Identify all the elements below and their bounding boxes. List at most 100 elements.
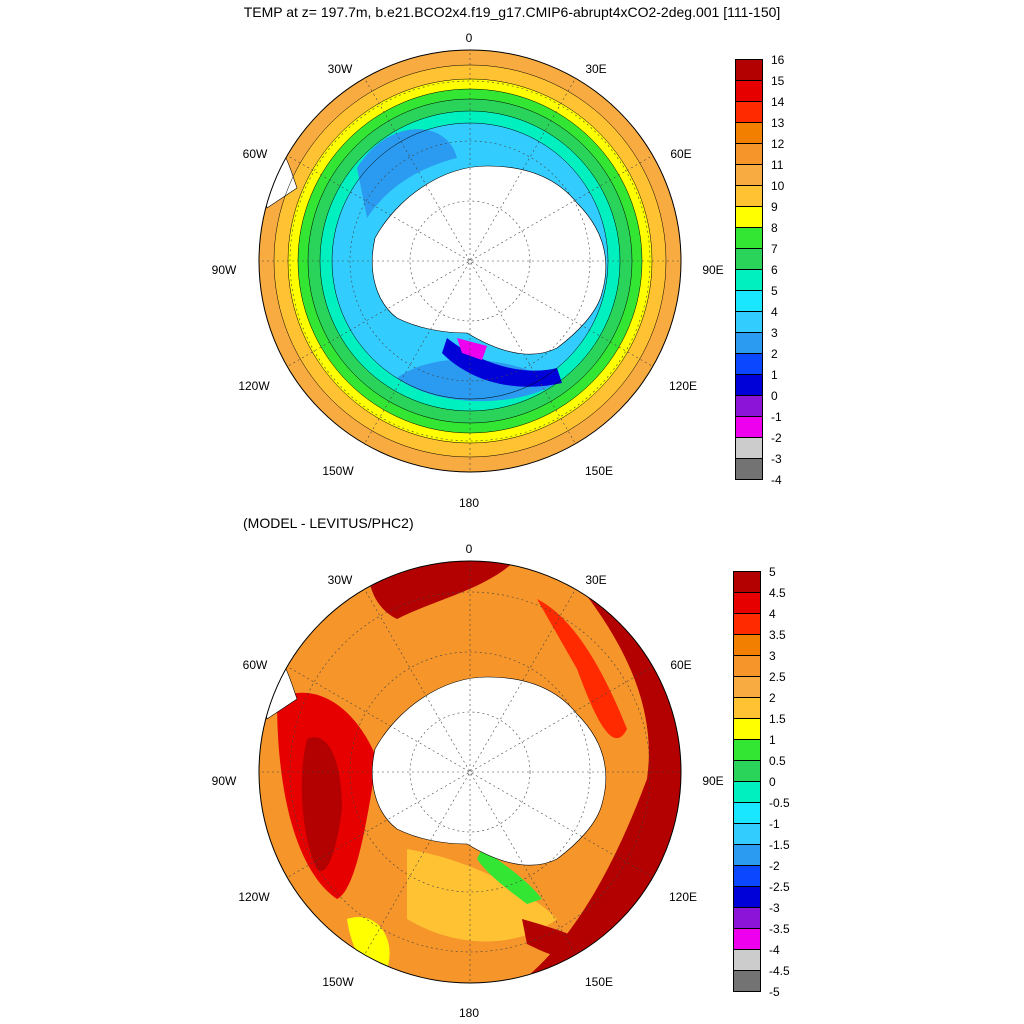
colorbar-swatch [733, 949, 761, 971]
colorbar-swatch [733, 844, 761, 866]
colorbar-swatch [733, 676, 761, 698]
colorbar-tick-label: -0.5 [769, 796, 790, 810]
cold-shelf-ross [442, 338, 562, 387]
graticule-lines [259, 561, 681, 983]
colorbar-swatch [735, 416, 763, 438]
colorbar-tick-label: 0 [769, 775, 776, 789]
colorbar-swatch [733, 865, 761, 887]
colorbar-swatch [733, 739, 761, 761]
cool-anomaly-shelf [477, 849, 542, 904]
temperature-colorbar: 16 15 14 13 12 11 10 9 8 7 6 5 4 3 2 1 0 -1 -2 -3 -4 [735, 53, 784, 487]
colorbar-swatch [733, 760, 761, 782]
colorbar-tick-label: 4 [769, 607, 776, 621]
colorbar-swatch [735, 59, 763, 81]
colorbar-swatch [735, 206, 763, 228]
colorbar-tick-label: 5 [769, 565, 776, 579]
colorbar-swatch [735, 458, 763, 480]
colorbar-swatch [735, 290, 763, 312]
colorbar-tick-label: 11 [771, 158, 784, 172]
colorbar-swatch [733, 928, 761, 950]
colorbar-tick-label: 4.5 [769, 586, 786, 600]
colorbar-tick-label: 3 [771, 326, 778, 340]
difference-colorbar: 5 4.5 4 3.5 3 2.5 2 1.5 1 0.5 0 -0.5 -1 -1.5 -2 -2.5 -3 -… [733, 565, 790, 999]
colorbar-tick-label: -2 [769, 859, 780, 873]
colorbar-tick-label: 3 [769, 649, 776, 663]
colorbar-swatch [733, 592, 761, 614]
colorbar-swatch [735, 353, 763, 375]
colorbar-swatch [735, 80, 763, 102]
lon-label-30e: 30E [585, 573, 607, 587]
colorbar-swatch [733, 634, 761, 656]
lon-label-90w: 90W [211, 774, 237, 788]
lon-label-150w: 150W [322, 975, 354, 989]
colorbar-tick-label: 0.5 [769, 754, 786, 768]
colorbar-tick-label: -3 [771, 452, 782, 466]
colorbar-tick-label: -1 [769, 817, 780, 831]
colorbar-swatch [733, 907, 761, 929]
colorbar-tick-label: 4 [771, 305, 778, 319]
lon-label-90w: 90W [211, 263, 237, 277]
colorbar-tick-label: 13 [771, 116, 785, 130]
coldest-patch [457, 338, 487, 360]
colorbar-tick-label: 15 [771, 74, 785, 88]
lon-label-90e: 90E [702, 774, 724, 788]
colorbar-swatch [735, 374, 763, 396]
colorbar-tick-label: 6 [771, 263, 778, 277]
plot-title: TEMP at z= 197.7m, b.e21.BCO2x4.f19_g17.… [243, 4, 781, 20]
colorbar-swatch [735, 101, 763, 123]
colorbar-tick-label: 1 [769, 733, 776, 747]
lon-label-150e: 150E [584, 464, 614, 478]
lon-label-120e: 120E [668, 890, 698, 904]
colorbar-swatch [735, 311, 763, 333]
lon-label-60e: 60E [670, 658, 692, 672]
colorbar-swatch [733, 781, 761, 803]
warm-band-east [537, 599, 627, 739]
colorbar-tick-label: 10 [771, 179, 785, 193]
colorbar-swatch [735, 143, 763, 165]
lon-label-60e: 60E [670, 147, 692, 161]
lon-label-30w: 30W [327, 573, 353, 587]
colorbar-swatch [735, 395, 763, 417]
colorbar-tick-label: -3 [769, 901, 780, 915]
lon-label-0: 0 [465, 31, 473, 45]
warm-anomaly-east [517, 561, 681, 983]
colorbar-swatch [733, 886, 761, 908]
cold-pool-weddell [357, 129, 457, 218]
warm-anomaly-north [367, 561, 517, 619]
colorbar-swatch [733, 613, 761, 635]
colorbar-swatch [735, 185, 763, 207]
lon-label-180: 180 [458, 496, 480, 510]
colorbar-swatch [735, 248, 763, 270]
colorbar-tick-label: 1.5 [769, 712, 786, 726]
colorbar-tick-label: 5 [771, 284, 778, 298]
antarctica-landmass [371, 676, 607, 866]
colorbar-tick-label: -4 [771, 473, 782, 487]
temperature-polar-map [258, 49, 682, 473]
colorbar-tick-label: -1.5 [769, 838, 790, 852]
colorbar-tick-label: 12 [771, 137, 785, 151]
colorbar-tick-label: 3.5 [769, 628, 786, 642]
difference-polar-map [258, 560, 682, 984]
colorbar-tick-label: 0 [771, 389, 778, 403]
colorbar-swatch [733, 655, 761, 677]
colorbar-swatch [735, 437, 763, 459]
map-boundary-circle [258, 49, 682, 473]
colorbar-tick-label: 14 [771, 95, 785, 109]
antarctica-landmass [371, 165, 607, 355]
colorbar-swatch [733, 718, 761, 740]
colorbar-tick-label: -1 [771, 410, 782, 424]
difference-panel-title: (MODEL - LEVITUS/PHC2) [243, 515, 414, 531]
colorbar-swatch [733, 697, 761, 719]
lon-label-60w: 60W [242, 147, 268, 161]
colorbar-tick-label: -4 [769, 943, 780, 957]
warm-core-west [301, 737, 342, 871]
colorbar-tick-label: 2 [771, 347, 778, 361]
colorbar-tick-label: 2.5 [769, 670, 786, 684]
lon-label-150e: 150E [584, 975, 614, 989]
map-boundary-circle [258, 560, 682, 984]
colorbar-tick-label: 7 [771, 242, 778, 256]
lon-label-120w: 120W [238, 890, 270, 904]
lon-label-180: 180 [458, 1006, 480, 1020]
lon-label-30w: 30W [327, 62, 353, 76]
colorbar-swatch [733, 802, 761, 824]
